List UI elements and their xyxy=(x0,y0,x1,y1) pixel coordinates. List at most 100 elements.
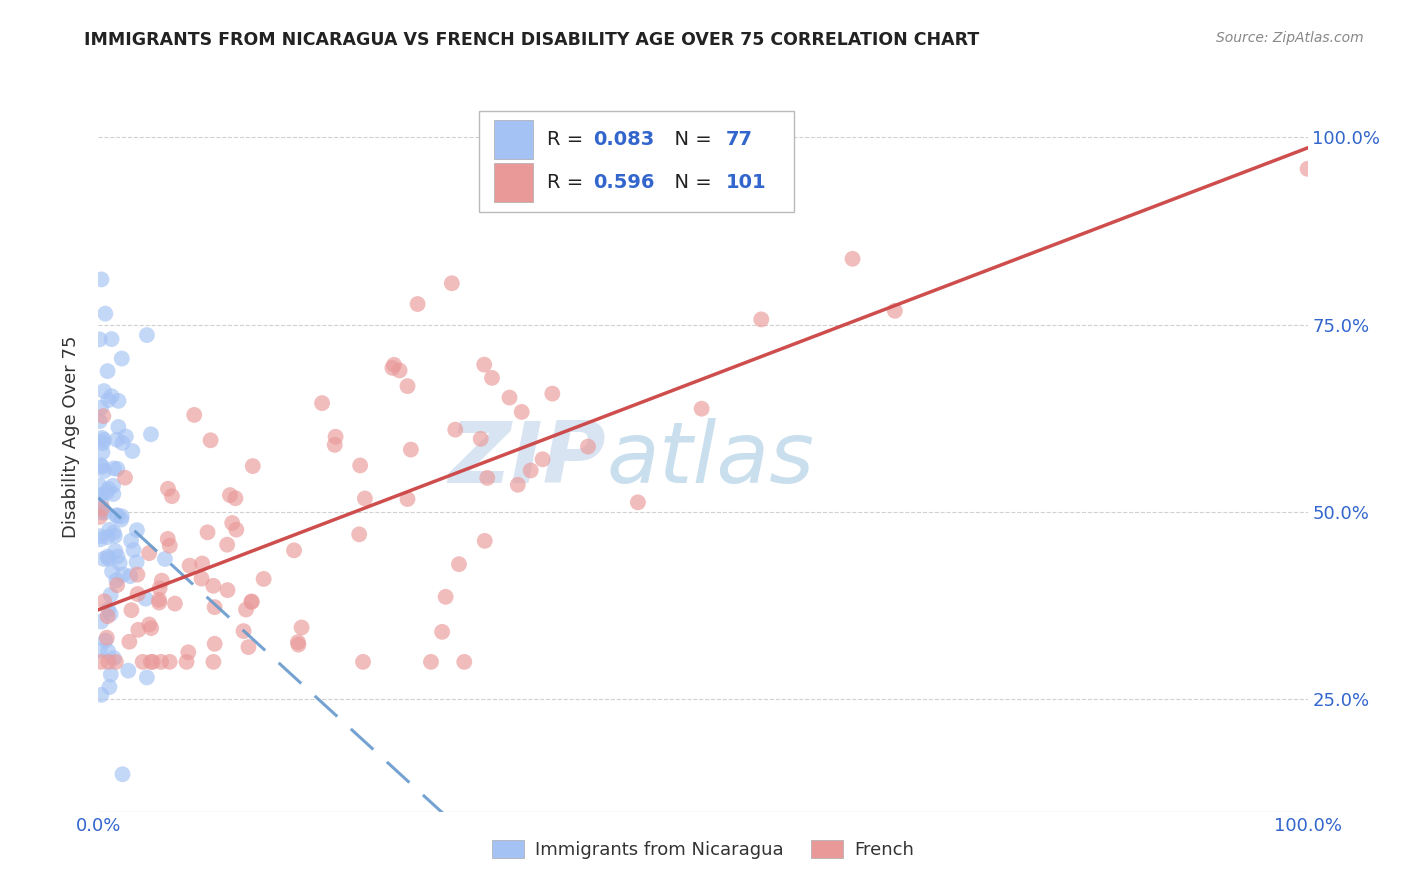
Point xyxy=(498,391,520,405)
Point xyxy=(177,645,200,659)
Point xyxy=(1296,161,1319,176)
Point xyxy=(94,633,117,648)
Point xyxy=(93,506,115,520)
Y-axis label: Disability Age Over 75: Disability Age Over 75 xyxy=(62,335,80,539)
Point xyxy=(200,434,222,448)
Point xyxy=(96,530,118,544)
Point xyxy=(381,360,404,375)
Point xyxy=(191,557,214,571)
Point xyxy=(506,477,529,491)
Text: 101: 101 xyxy=(725,173,766,192)
Point xyxy=(96,631,118,645)
Point xyxy=(183,408,205,422)
Point xyxy=(576,440,599,454)
Point xyxy=(150,655,173,669)
Point xyxy=(139,655,162,669)
Point xyxy=(541,386,564,401)
Point xyxy=(204,600,226,615)
Point xyxy=(90,505,112,519)
Point xyxy=(127,567,149,582)
Point xyxy=(235,602,257,616)
Point xyxy=(519,463,541,477)
Point xyxy=(103,487,125,501)
Point xyxy=(120,533,142,548)
Point xyxy=(89,529,111,543)
Point xyxy=(481,371,503,385)
Point xyxy=(127,623,149,637)
Point xyxy=(90,615,112,629)
Point xyxy=(749,312,772,326)
Point xyxy=(97,609,120,624)
Point xyxy=(406,297,429,311)
Point xyxy=(105,574,128,588)
Point xyxy=(90,494,112,508)
Point xyxy=(114,471,136,485)
Point xyxy=(103,461,125,475)
Point xyxy=(93,384,115,398)
Point xyxy=(125,523,148,537)
Text: 0.596: 0.596 xyxy=(593,173,654,192)
Text: R =: R = xyxy=(547,173,589,192)
Point xyxy=(100,607,122,621)
Point xyxy=(93,552,115,566)
Point xyxy=(349,458,371,473)
Point xyxy=(135,670,157,684)
Text: Source: ZipAtlas.com: Source: ZipAtlas.com xyxy=(1216,31,1364,45)
Point xyxy=(122,543,145,558)
Point xyxy=(323,438,346,452)
Point xyxy=(104,544,127,558)
Point xyxy=(91,501,114,516)
Point xyxy=(110,512,132,526)
FancyBboxPatch shape xyxy=(494,163,533,202)
Point xyxy=(132,655,155,669)
Point xyxy=(89,510,111,524)
Point xyxy=(283,543,305,558)
Point xyxy=(290,620,312,634)
Point xyxy=(100,389,122,403)
Point xyxy=(159,539,181,553)
Point xyxy=(232,624,254,639)
Point xyxy=(89,478,111,492)
Point xyxy=(104,529,127,543)
Point xyxy=(150,574,173,588)
Point xyxy=(352,655,374,669)
Point xyxy=(138,617,160,632)
Point xyxy=(138,546,160,560)
Point xyxy=(240,595,263,609)
Point xyxy=(420,655,443,669)
Point xyxy=(90,655,112,669)
Point xyxy=(217,538,239,552)
Point xyxy=(93,464,115,478)
Point xyxy=(105,433,128,447)
Point xyxy=(127,587,149,601)
Point xyxy=(148,592,170,607)
Point xyxy=(135,328,157,343)
Point xyxy=(93,433,115,447)
Point xyxy=(287,638,309,652)
Point xyxy=(94,307,117,321)
Point xyxy=(97,549,120,564)
Point xyxy=(287,635,309,649)
Point xyxy=(311,396,333,410)
Point xyxy=(253,572,276,586)
Point xyxy=(477,471,499,485)
Point xyxy=(121,444,143,458)
Point xyxy=(120,603,142,617)
Point xyxy=(104,655,127,669)
Point xyxy=(202,655,225,669)
Point xyxy=(90,458,112,472)
Text: atlas: atlas xyxy=(606,418,814,501)
Point xyxy=(89,332,111,346)
Point xyxy=(97,644,120,658)
Text: N =: N = xyxy=(662,173,718,192)
Point xyxy=(91,436,114,450)
Point xyxy=(841,252,863,266)
Point xyxy=(156,532,179,546)
Point xyxy=(148,596,170,610)
Point xyxy=(225,523,247,537)
Point xyxy=(470,432,492,446)
Point xyxy=(149,581,172,595)
Point xyxy=(883,303,905,318)
Point xyxy=(510,405,533,419)
Point xyxy=(240,594,263,608)
